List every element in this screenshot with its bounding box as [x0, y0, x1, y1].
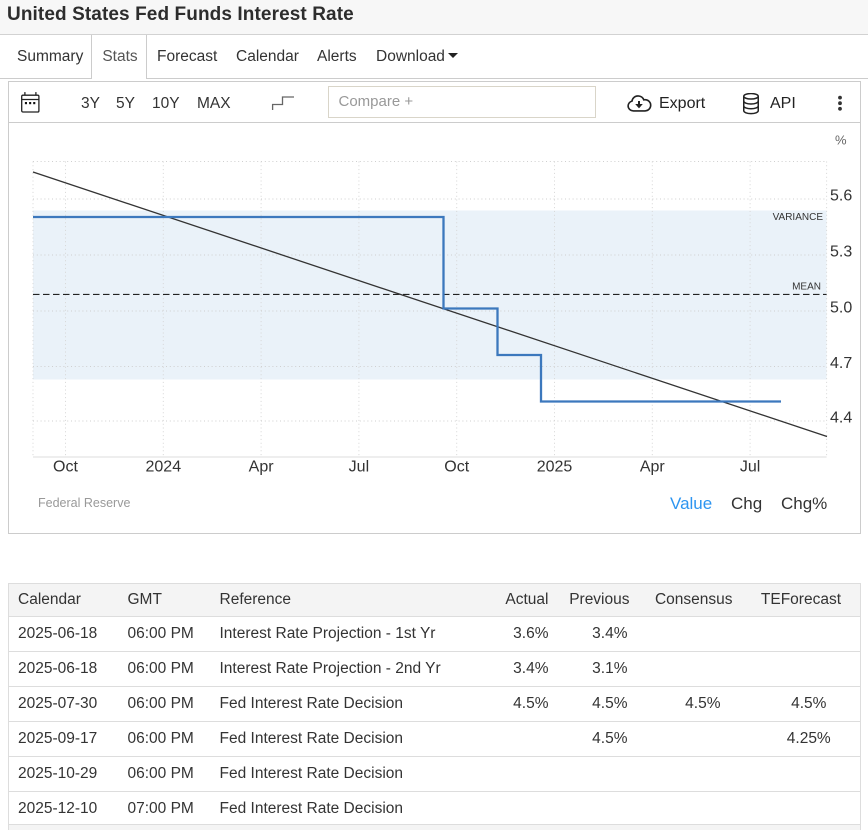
svg-text:4.4: 4.4 — [830, 410, 852, 427]
svg-text:5.6: 5.6 — [830, 188, 852, 205]
svg-text:Oct: Oct — [53, 459, 78, 476]
svg-text:Jul: Jul — [740, 459, 760, 476]
svg-text:VARIANCE: VARIANCE — [773, 212, 824, 223]
svg-text:Apr: Apr — [249, 459, 275, 476]
svg-text:Oct: Oct — [444, 459, 469, 476]
svg-text:5.0: 5.0 — [830, 300, 852, 317]
svg-text:2024: 2024 — [146, 459, 182, 476]
svg-text:4.7: 4.7 — [830, 355, 852, 372]
svg-text:2025: 2025 — [537, 459, 573, 476]
svg-text:MEAN: MEAN — [792, 282, 821, 293]
svg-text:5.3: 5.3 — [830, 244, 852, 261]
svg-text:%: % — [835, 133, 847, 148]
svg-text:Jul: Jul — [349, 459, 369, 476]
svg-text:Apr: Apr — [640, 459, 666, 476]
